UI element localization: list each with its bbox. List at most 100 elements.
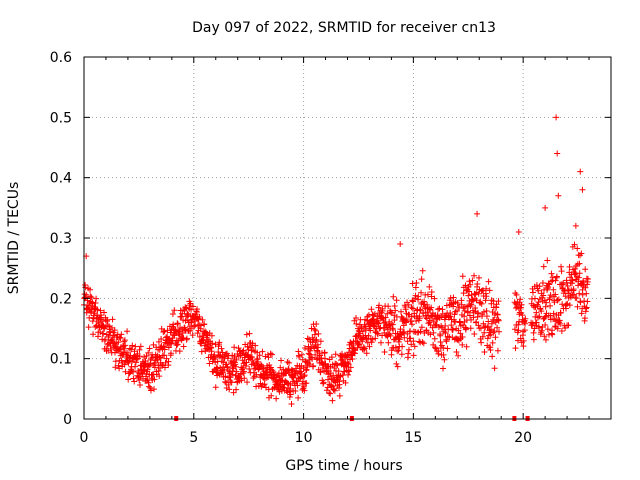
data-point (451, 311, 458, 318)
data-point (547, 302, 554, 309)
data-point (111, 327, 118, 334)
data-point (553, 273, 560, 280)
data-point (353, 315, 360, 322)
data-point (305, 350, 312, 357)
data-point (558, 268, 565, 275)
data-point (335, 384, 342, 391)
data-point (346, 368, 353, 375)
data-point (165, 344, 172, 351)
data-point (321, 349, 328, 356)
data-point (469, 277, 476, 284)
data-point (116, 365, 123, 372)
data-point (284, 379, 291, 386)
data-point (480, 309, 487, 316)
data-point (481, 329, 488, 336)
data-point (328, 354, 335, 361)
data-point (462, 282, 469, 289)
data-point (339, 350, 346, 357)
data-point (146, 345, 153, 352)
data-point (297, 373, 304, 380)
data-point (431, 335, 438, 342)
data-point (428, 289, 435, 296)
data-point (180, 343, 187, 350)
data-point (164, 327, 171, 334)
data-point (455, 352, 462, 359)
y-tick-label: 0.1 (50, 352, 72, 368)
data-point (533, 309, 540, 316)
data-point (176, 348, 183, 355)
data-point (517, 296, 524, 303)
data-point (444, 345, 451, 352)
data-point (347, 339, 354, 346)
data-point (583, 290, 590, 297)
data-point (184, 310, 191, 317)
data-point (556, 317, 563, 324)
data-point (548, 278, 555, 285)
data-point (287, 391, 294, 398)
data-point (473, 297, 480, 304)
data-point (541, 333, 548, 340)
data-point (533, 322, 540, 329)
data-point (390, 326, 397, 333)
data-point (477, 325, 484, 332)
data-point (557, 320, 564, 327)
data-point (286, 388, 293, 395)
data-point (581, 315, 588, 322)
data-point (317, 369, 324, 376)
data-point (531, 295, 538, 302)
data-point (189, 303, 196, 310)
data-point (104, 322, 111, 329)
data-point (491, 328, 498, 335)
data-point (158, 336, 165, 343)
data-point (121, 345, 128, 352)
data-point (246, 330, 253, 337)
data-point (320, 379, 327, 386)
data-point (417, 328, 424, 335)
data-point (555, 192, 562, 199)
data-point (171, 307, 178, 314)
data-point (112, 364, 119, 371)
data-point (231, 344, 238, 351)
data-point (475, 274, 482, 281)
data-point (517, 304, 524, 311)
data-point (312, 327, 319, 334)
data-point (468, 301, 475, 308)
data-point (291, 372, 298, 379)
data-point (151, 376, 158, 383)
data-point (286, 359, 293, 366)
data-point (147, 384, 154, 391)
data-point (409, 305, 416, 312)
data-point (480, 287, 487, 294)
data-point (546, 281, 553, 288)
data-point (563, 301, 570, 308)
data-point (415, 293, 422, 300)
data-point (521, 327, 528, 334)
data-point (496, 328, 503, 335)
data-point (541, 315, 548, 322)
data-point (87, 293, 94, 300)
x-tick-label: 20 (514, 430, 532, 446)
data-point (329, 397, 336, 404)
data-point (370, 312, 377, 319)
data-point (554, 297, 561, 304)
data-point (161, 364, 168, 371)
data-point (572, 222, 579, 229)
data-point (544, 257, 551, 264)
data-point (228, 379, 235, 386)
data-point (132, 343, 139, 350)
data-point (495, 298, 502, 305)
data-point (366, 343, 373, 350)
data-point (315, 330, 322, 337)
data-point (467, 325, 474, 332)
data-point (311, 326, 318, 333)
data-point (440, 351, 447, 358)
data-point (483, 285, 490, 292)
data-point (136, 353, 143, 360)
data-point (306, 351, 313, 358)
data-point (547, 292, 554, 299)
data-point (326, 390, 333, 397)
data-point (396, 336, 403, 343)
data-point (306, 361, 313, 368)
data-point (407, 335, 414, 342)
data-point (471, 272, 478, 279)
